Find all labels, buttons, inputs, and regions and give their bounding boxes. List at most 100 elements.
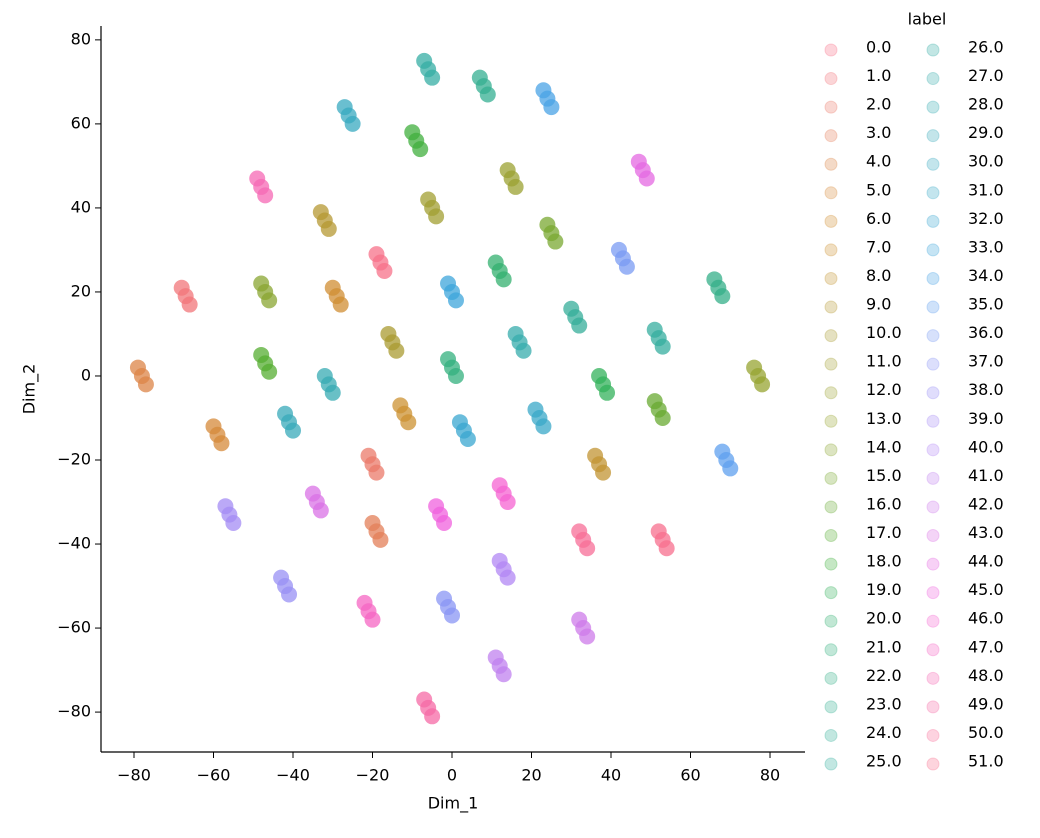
legend-label: 3.0 [866,123,891,142]
y-tick-label: −80 [57,702,91,721]
point [515,342,532,359]
legend-label: 6.0 [866,209,891,228]
y-tick-label: 60 [71,113,91,132]
point [658,540,675,557]
legend-label: 22.0 [866,666,902,685]
point [547,233,564,250]
legend-marker [824,614,838,628]
point [424,708,441,725]
legend-label: 51.0 [968,752,1004,771]
point [372,531,389,548]
legend-label: 24.0 [866,723,902,742]
legend-label: 44.0 [968,552,1004,571]
legend-marker [926,529,940,543]
legend-marker [824,671,838,685]
legend-marker [926,757,940,771]
legend-label: 1.0 [866,66,891,85]
point [257,187,274,204]
legend-marker [824,757,838,771]
legend-label: 50.0 [968,723,1004,742]
legend-label: 36.0 [968,323,1004,342]
legend-label: 12.0 [866,380,902,399]
legend-marker [926,214,940,228]
legend-label: 41.0 [968,466,1004,485]
legend-label: 17.0 [866,523,902,542]
point [225,515,242,532]
legend-label: 48.0 [968,666,1004,685]
point [479,86,496,103]
legend-label: 9.0 [866,295,891,314]
legend-label: 47.0 [968,637,1004,656]
legend-marker [926,386,940,400]
legend-label: 5.0 [866,180,891,199]
legend-marker [824,186,838,200]
legend-marker [824,557,838,571]
legend-marker [824,329,838,343]
point [638,170,655,187]
legend-label: 35.0 [968,295,1004,314]
legend-marker [824,357,838,371]
legend-label: 43.0 [968,523,1004,542]
legend-marker [926,586,940,600]
x-tick-label: 40 [601,766,621,785]
legend-marker [926,329,940,343]
legend-marker [824,443,838,457]
point [447,367,464,384]
legend-label: 7.0 [866,237,891,256]
point [344,115,361,132]
legend-marker [824,100,838,114]
legend-label: 25.0 [866,752,902,771]
legend-marker [824,414,838,428]
legend-label: 49.0 [968,694,1004,713]
point [543,99,560,116]
legend-label: 4.0 [866,152,891,171]
legend-label: 26.0 [968,38,1004,57]
y-tick-label: −60 [57,618,91,637]
point [412,141,429,158]
point [261,292,278,309]
legend-marker [824,271,838,285]
legend-title: label [908,10,947,29]
point [181,296,198,313]
point [535,418,552,435]
point [459,430,476,447]
legend-marker [824,529,838,543]
legend-label: 8.0 [866,266,891,285]
point [618,258,635,275]
legend-label: 34.0 [968,266,1004,285]
x-axis-label: Dim_1 [428,794,479,814]
legend-marker [926,186,940,200]
point [444,607,461,624]
point [595,464,612,481]
legend-marker [926,414,940,428]
point [495,271,512,288]
point [424,69,441,86]
y-tick-label: 80 [71,29,91,48]
legend-marker [926,43,940,57]
point [400,414,417,431]
point [571,317,588,334]
legend-marker [926,129,940,143]
point [654,338,671,355]
point [324,384,341,401]
point [320,220,337,237]
point [754,376,771,393]
legend-marker [824,700,838,714]
legend-label: 15.0 [866,466,902,485]
legend-marker [824,643,838,657]
legend-marker [926,614,940,628]
y-axis-label: Dim_2 [20,364,40,415]
point [285,422,301,439]
legend-label: 42.0 [968,494,1004,513]
legend-label: 2.0 [866,95,891,114]
point [388,342,405,359]
point [376,262,393,279]
legend-label: 18.0 [866,552,902,571]
x-tick-label: −20 [356,766,390,785]
legend-marker [824,300,838,314]
x-tick-label: 0 [447,766,457,785]
legend-label: 10.0 [866,323,902,342]
point [364,611,381,628]
legend-marker [824,243,838,257]
